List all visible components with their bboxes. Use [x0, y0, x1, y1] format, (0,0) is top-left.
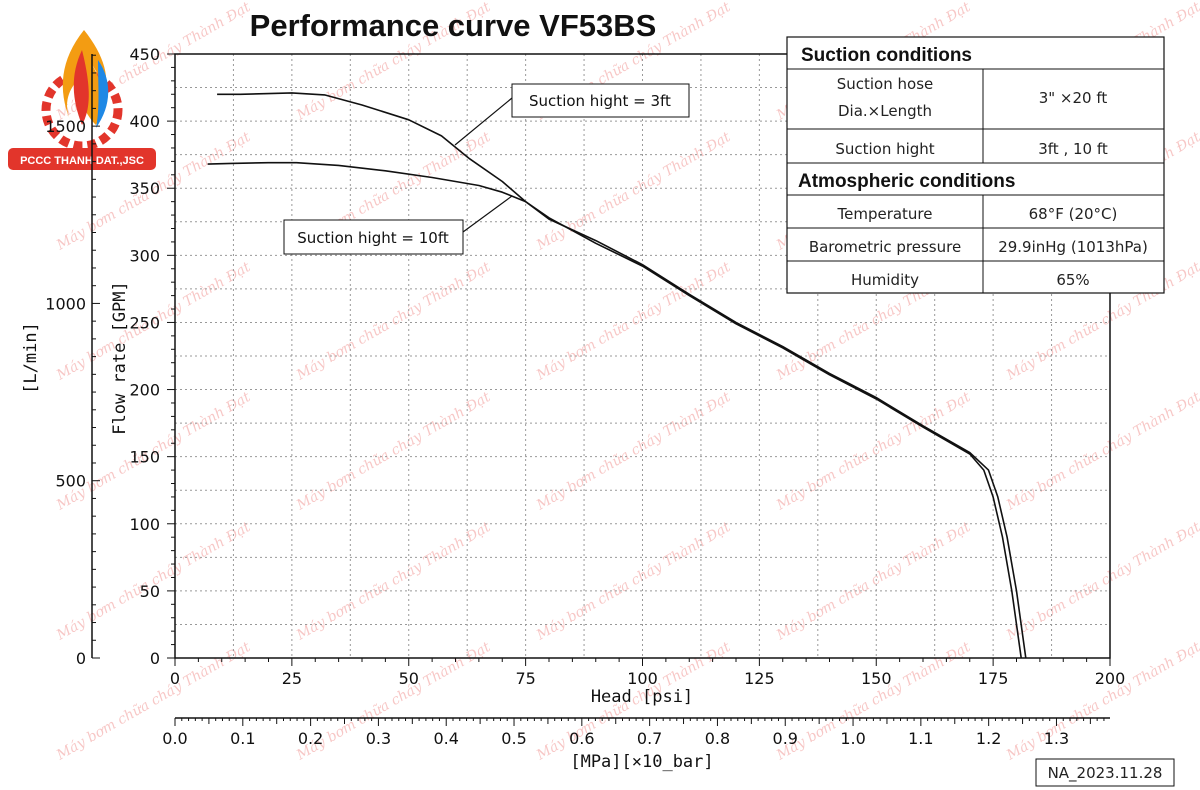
mpa-axis: 0.0 0.1 0.2 0.3 0.4 0.5 0.6 0.7 0.8 0.9 1.0 1.1 1.2 1… [162, 717, 1110, 748]
humidity-label: Humidity [851, 271, 919, 289]
y-axis-label: Flow rate [GPM] [110, 281, 130, 435]
annotation-10ft-label: Suction hight = 10ft [297, 229, 449, 247]
atmospheric-conditions-header: Atmospheric conditions [798, 171, 1015, 192]
footer-code: NA_2023.11.28 [1035, 758, 1175, 787]
y-tick-label: 150 [129, 448, 160, 467]
mpa-tick-label: 0.7 [637, 729, 662, 748]
y-tick-label: 0 [150, 649, 160, 668]
mpa-tick-label: 0.1 [230, 729, 255, 748]
lmin-tick-label: 0 [76, 649, 86, 668]
mpa-tick-label: 0.9 [773, 729, 798, 748]
suction-hose-label-2: Dia.×Length [838, 102, 932, 120]
series-line-3ft [217, 92, 1027, 659]
y-tick-label: 100 [129, 515, 160, 534]
mpa-tick-label: 1.1 [908, 729, 933, 748]
watermark-text: Máy bơm chữa cháy Thành Đạt [533, 259, 733, 384]
lmin-axis-label: [L/min] [21, 322, 41, 394]
watermark-text: Máy bơm chữa cháy Thành Đạt [1003, 519, 1200, 644]
mpa-tick-label: 0.2 [298, 729, 323, 748]
suction-hose-value: 3" ×20 ft [1039, 89, 1108, 107]
watermark-text: Máy bơm chữa cháy Thành Đạt [533, 519, 733, 644]
x-axis-label: Head [psi] [591, 687, 693, 707]
x-tick-label: 200 [1095, 669, 1126, 688]
x-tick-label: 25 [282, 669, 302, 688]
mpa-tick-label: 0.3 [366, 729, 391, 748]
mpa-tick-label: 0.8 [705, 729, 730, 748]
lmin-tick-label: 1500 [45, 117, 86, 136]
conditions-table: Suction conditions Suction hose Dia.×Len… [786, 36, 1165, 294]
logo-text: PCCC THANH DAT.,JSC [20, 155, 144, 167]
company-logo: PCCC THANH DAT.,JSC [8, 30, 156, 170]
lmin-tick-label: 1000 [45, 294, 86, 313]
mpa-tick-label: 1.2 [976, 729, 1001, 748]
y-tick-label: 250 [129, 313, 160, 332]
watermark-text: Máy bơm chữa cháy Thành Đạt [773, 519, 973, 644]
annotation-10ft: Suction hight = 10ft [283, 195, 513, 255]
mpa-tick-label: 0.4 [433, 729, 458, 748]
barometric-pressure-label: Barometric pressure [809, 238, 961, 256]
x-tick-label: 75 [515, 669, 535, 688]
y-axis: 0 50 100 150 200 250 300 350 400 450 [129, 45, 175, 668]
watermark-text: Máy bơm chữa cháy Thành Đạt [293, 259, 493, 384]
mpa-tick-label: 0.6 [569, 729, 594, 748]
suction-hight-label: Suction hight [835, 140, 934, 158]
watermark-text: Máy bơm chữa cháy Thành Đạt [533, 129, 733, 254]
y-tick-label: 400 [129, 112, 160, 131]
watermark-text: Máy bơm chữa cháy Thành Đạt [293, 519, 493, 644]
suction-conditions-header: Suction conditions [801, 45, 972, 66]
y-tick-label: 300 [129, 246, 160, 265]
y-tick-label: 200 [129, 381, 160, 400]
temperature-value: 68°F (20°C) [1029, 205, 1118, 223]
x-tick-label: 50 [399, 669, 419, 688]
watermark-text: Máy bơm chữa cháy Thành Đạt [1003, 389, 1200, 514]
lmin-tick-label: 500 [55, 472, 86, 491]
footer-code-text: NA_2023.11.28 [1048, 764, 1163, 783]
mpa-tick-label: 0.0 [162, 729, 187, 748]
watermark-text: Máy bơm chữa cháy Thành Đạt [773, 389, 973, 514]
annotation-3ft: Suction hight = 3ft [454, 83, 690, 146]
x-tick-label: 0 [170, 669, 180, 688]
y-tick-label: 450 [129, 45, 160, 64]
y-tick-label: 50 [140, 582, 160, 601]
suction-hight-value: 3ft , 10 ft [1038, 140, 1108, 158]
x-axis: 0 25 50 75 100 125 150 175 200 [170, 658, 1125, 688]
annotation-3ft-label: Suction hight = 3ft [529, 92, 671, 110]
mpa-tick-label: 1.3 [1044, 729, 1069, 748]
chart-title: Performance curve VF53BS [250, 8, 657, 43]
mpa-tick-label: 1.0 [840, 729, 865, 748]
x-tick-label: 125 [744, 669, 775, 688]
watermark-text: Máy bơm chữa cháy Thành Đạt [293, 389, 493, 514]
series-layer [207, 92, 1027, 659]
x-tick-label: 175 [978, 669, 1009, 688]
humidity-value: 65% [1056, 271, 1089, 289]
x-tick-label: 150 [861, 669, 892, 688]
mpa-tick-label: 0.5 [501, 729, 526, 748]
barometric-pressure-value: 29.9inHg (1013hPa) [998, 238, 1148, 256]
mpa-axis-label: [MPa][×10_bar] [570, 752, 713, 772]
lmin-axis: 0 500 1000 1500 [45, 54, 100, 668]
suction-hose-label-1: Suction hose [837, 75, 934, 93]
watermark-text: Máy bơm chữa cháy Thành Đạt [533, 389, 733, 514]
temperature-label: Temperature [836, 205, 932, 223]
grid [175, 54, 1110, 658]
series-line-10ft [207, 161, 1022, 659]
y-tick-label: 350 [129, 179, 160, 198]
x-tick-label: 100 [627, 669, 658, 688]
